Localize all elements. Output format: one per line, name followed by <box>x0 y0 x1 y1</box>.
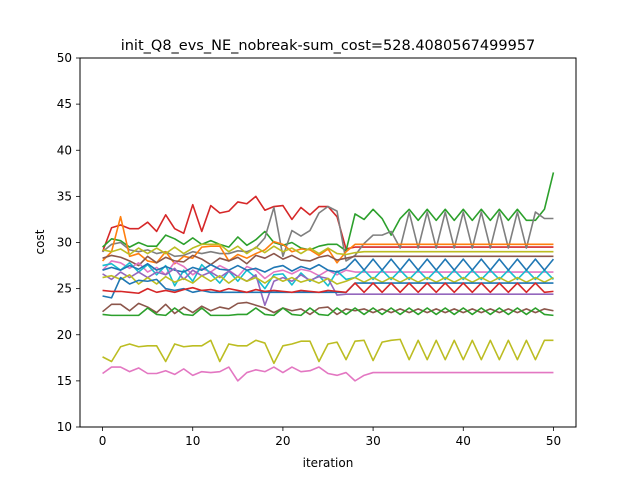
series-line-2 <box>102 172 555 252</box>
y-tick-label: 10 <box>57 420 72 434</box>
x-tick-label: 40 <box>456 434 471 448</box>
series-line-12 <box>102 276 554 299</box>
y-tick-label: 30 <box>57 236 72 250</box>
series-line-11 <box>102 273 554 285</box>
series-line-16 <box>102 338 554 365</box>
y-axis: 10 15 20 25 30 35 40 45 50 <box>57 51 80 434</box>
y-tick-label: 45 <box>57 97 72 111</box>
series-line-17 <box>102 366 554 382</box>
x-tick-label: 20 <box>275 434 290 448</box>
y-tick-label: 20 <box>57 328 72 342</box>
x-tick-label: 30 <box>365 434 380 448</box>
y-tick-label: 50 <box>57 51 72 65</box>
series-layer <box>101 172 555 382</box>
y-tick-label: 35 <box>57 189 72 203</box>
series-line-13 <box>102 282 554 295</box>
x-axis: 0 10 20 30 40 50 <box>99 427 561 448</box>
series-line-6 <box>102 252 554 267</box>
y-tick-label: 40 <box>57 143 72 157</box>
chart-title: init_Q8_evs_NE_nobreak-sum_cost=528.4080… <box>121 38 536 54</box>
series-line-15 <box>102 307 554 317</box>
x-tick-label: 50 <box>546 434 561 448</box>
y-tick-label: 15 <box>57 374 72 388</box>
series-line-3 <box>102 205 554 262</box>
y-tick-label: 25 <box>57 282 72 296</box>
x-tick-label: 0 <box>99 434 107 448</box>
y-axis-label: cost <box>33 229 47 254</box>
x-tick-label: 10 <box>185 434 200 448</box>
series-line-5 <box>102 243 554 256</box>
series-line-14 <box>102 301 554 316</box>
x-axis-label: iteration <box>303 456 354 470</box>
